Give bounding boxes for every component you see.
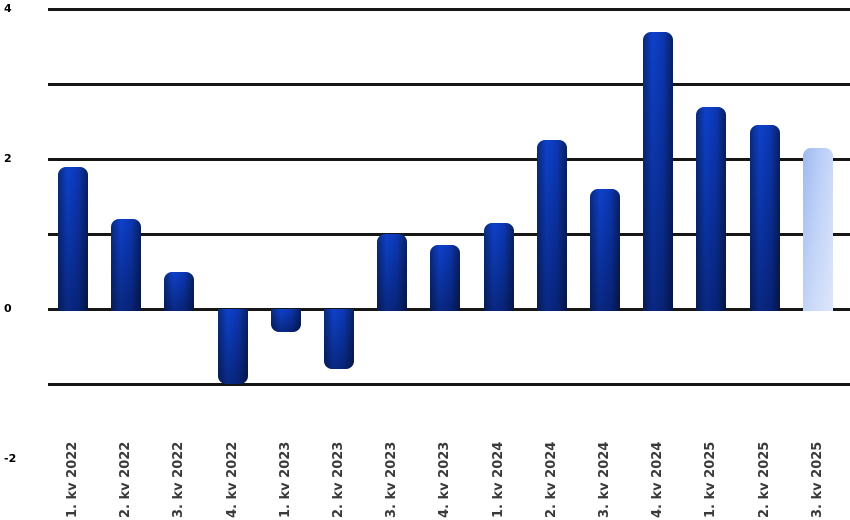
x-tick-label-3-kv-2022: 3. kv 2022	[171, 441, 187, 518]
gridline-4	[48, 7, 850, 11]
x-tick-label-2-kv-2023: 2. kv 2023	[331, 441, 346, 518]
x-tick-label-2-kv-2025: 2. kv 2025	[756, 441, 772, 518]
y-tick-label-2: 2	[4, 152, 12, 165]
x-tick-label-1-kv-2024: 1. kv 2024	[490, 441, 506, 518]
x-tick-label-4-kv-2023: 4. kv 2023	[437, 441, 453, 518]
bar-3-kv-2022	[164, 271, 195, 311]
bar-2-kv-2025	[749, 125, 780, 311]
bar-2-kv-2022	[111, 219, 142, 311]
bar-2-kv-2023	[324, 309, 354, 369]
gridline-2	[48, 157, 850, 161]
y-tick-label-0: 0	[4, 302, 12, 315]
gridline-3	[48, 82, 850, 86]
x-tick-label-3-kv-2025: 3. kv 2025	[809, 441, 825, 518]
x-tick-label-3-kv-2023: 3. kv 2023	[384, 441, 400, 518]
bar-3-kv-2023	[377, 234, 408, 311]
bar-4-kv-2022	[217, 309, 248, 384]
bar-3-kv-2025	[802, 147, 833, 311]
x-tick-label-4-kv-2022: 4. kv 2022	[224, 441, 240, 518]
bar-4-kv-2023	[430, 245, 461, 311]
gridline-1	[48, 232, 850, 236]
bar-1-kv-2024	[483, 222, 514, 311]
bar-4-kv-2024	[643, 31, 674, 311]
x-tick-label-1-kv-2023: 1. kv 2023	[277, 441, 293, 518]
y-tick-label--2: -2	[4, 452, 17, 465]
y-tick-label-4: 4	[4, 2, 12, 15]
x-tick-label-2-kv-2022: 2. kv 2022	[118, 441, 134, 518]
bar-1-kv-2022	[58, 166, 88, 311]
x-tick-label-3-kv-2024: 3. kv 2024	[597, 441, 612, 518]
x-tick-label-2-kv-2024: 2. kv 2024	[543, 441, 559, 518]
x-tick-label-1-kv-2025: 1. kv 2025	[703, 441, 719, 518]
bar-1-kv-2023	[270, 309, 301, 332]
gridline--1	[48, 382, 850, 386]
bar-2-kv-2024	[536, 140, 567, 311]
x-tick-label-4-kv-2024: 4. kv 2024	[650, 441, 666, 518]
x-tick-label-1-kv-2022: 1. kv 2022	[65, 441, 80, 518]
bar-1-kv-2025	[696, 106, 727, 311]
bar-3-kv-2024	[590, 189, 620, 311]
